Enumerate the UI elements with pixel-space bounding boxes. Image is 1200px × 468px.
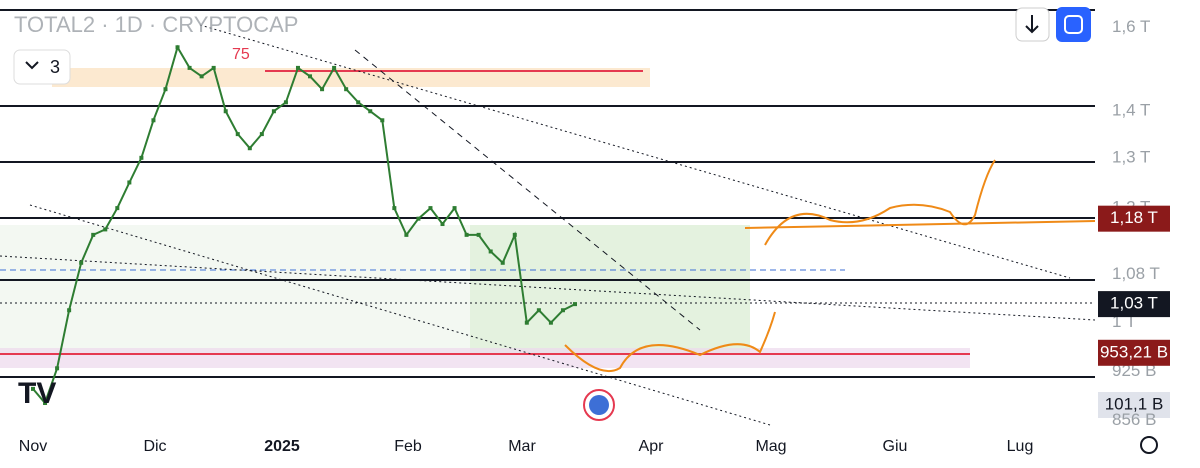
price-tag-bg <box>1098 339 1170 366</box>
zone <box>0 225 470 355</box>
zone <box>52 68 650 87</box>
volume-tag: 101,1 B <box>1105 394 1164 413</box>
price-point <box>283 100 288 105</box>
level-lines <box>0 105 1095 378</box>
price-tag: 1,18 T <box>1110 208 1158 227</box>
price-point <box>344 87 349 92</box>
x-tick-label: Apr <box>639 438 665 455</box>
price-point <box>271 109 276 114</box>
price-point <box>127 180 132 185</box>
price-plot <box>31 44 577 406</box>
target-box <box>470 225 750 355</box>
price-point <box>560 308 565 313</box>
price-point <box>259 132 264 137</box>
x-tick-label: Giu <box>883 438 908 455</box>
x-tick-label: 2025 <box>264 438 300 455</box>
projection <box>564 311 776 373</box>
y-tick-label: 1,6 T <box>1112 17 1150 36</box>
price-point <box>512 232 517 237</box>
chevron-icon <box>25 61 39 70</box>
price-point <box>67 308 72 313</box>
price-point <box>452 206 457 211</box>
zone <box>0 348 970 368</box>
price-point <box>464 232 469 237</box>
y-tick-label: 1,4 T <box>1112 101 1150 120</box>
indicator-toggle[interactable] <box>13 49 71 85</box>
price-point <box>79 260 84 265</box>
price-point <box>476 232 481 237</box>
price-point <box>500 260 505 265</box>
download-icon <box>1025 15 1039 34</box>
price-point <box>103 227 108 232</box>
price-point <box>356 100 361 105</box>
settings-icon[interactable] <box>1140 436 1158 454</box>
volume-tag-bg <box>1098 392 1170 418</box>
price-point <box>573 302 577 307</box>
price-point <box>247 146 252 151</box>
projection <box>764 159 996 246</box>
x-tick-label: Mar <box>508 438 536 455</box>
price-point <box>163 87 168 92</box>
price-point <box>211 65 216 70</box>
x-tick-label: Feb <box>394 438 422 455</box>
price-point <box>416 216 421 221</box>
price-point <box>55 366 60 371</box>
price-point <box>332 65 337 70</box>
y-tick-label: 1,3 T <box>1112 147 1150 166</box>
price-point <box>187 65 192 70</box>
price-point <box>151 118 156 123</box>
price-point <box>380 118 385 123</box>
price-line <box>32 44 576 405</box>
price-point <box>115 206 120 211</box>
price-point <box>548 320 553 325</box>
level-label: 75 <box>232 46 250 63</box>
y-tick-label: 1,08 T <box>1112 264 1160 283</box>
projection-line <box>744 220 1096 229</box>
trendline <box>354 49 701 331</box>
price-point <box>308 74 313 79</box>
symbol-title: TOTAL2 · 1D · CRYPTOCAP <box>14 12 298 37</box>
price-point <box>440 222 445 227</box>
price-point <box>428 206 433 211</box>
y-tick-label: 856 B <box>1112 410 1156 429</box>
fullscreen-icon <box>1064 15 1083 34</box>
price-point <box>199 74 204 79</box>
price-point <box>404 232 409 237</box>
y-tick-label: 925 B <box>1112 361 1156 380</box>
price-tag-bg <box>1098 205 1170 232</box>
x-tick-label: Lug <box>1007 438 1034 455</box>
price-point <box>392 206 397 211</box>
price-point <box>139 155 144 160</box>
price-point <box>488 249 493 254</box>
flag-icon <box>589 395 609 415</box>
x-tick-label: Nov <box>19 438 47 455</box>
price-point <box>320 87 325 92</box>
price-point <box>175 45 180 50</box>
price-point <box>31 386 35 391</box>
price-point <box>223 109 228 114</box>
price-point <box>368 109 373 114</box>
x-tick-label: Mag <box>755 438 786 455</box>
x-tick-label: Dic <box>143 438 166 455</box>
trendlines <box>0 24 1096 426</box>
price-tag: 953,21 B <box>1100 342 1168 361</box>
price-point <box>295 65 300 70</box>
price-point <box>91 232 96 237</box>
indicator-count: 3 <box>50 57 60 77</box>
price-tag-bg <box>1098 291 1170 318</box>
tv-logo: TV <box>18 377 56 410</box>
price-point <box>524 320 529 325</box>
price-point <box>43 401 48 406</box>
price-tag: 1,03 T <box>1110 294 1158 313</box>
fullscreen-button[interactable] <box>1056 7 1091 42</box>
price-point <box>536 308 541 313</box>
price-point <box>235 132 240 137</box>
